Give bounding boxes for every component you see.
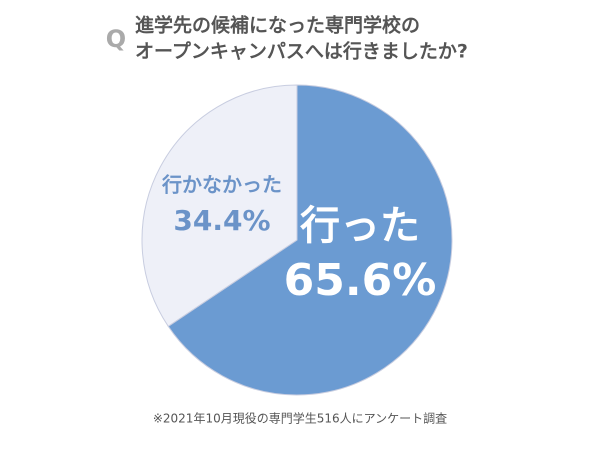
value-label: 65.6% bbox=[284, 255, 437, 306]
chart-title: 進学先の候補になった専門学校の bbox=[135, 14, 420, 37]
pie-slice bbox=[141, 84, 298, 328]
value-label: 34.4% bbox=[173, 204, 270, 237]
chart-title: オープンキャンパスへは行きましたか? bbox=[135, 40, 468, 63]
q-icon: Q bbox=[106, 25, 126, 53]
slice-label: 行かなかった bbox=[161, 173, 282, 197]
slice-label: 行った bbox=[300, 203, 420, 249]
footnote: ※2021年10月現役の専門学生516人にアンケート調査 bbox=[153, 411, 447, 426]
pie-slice bbox=[167, 84, 453, 396]
